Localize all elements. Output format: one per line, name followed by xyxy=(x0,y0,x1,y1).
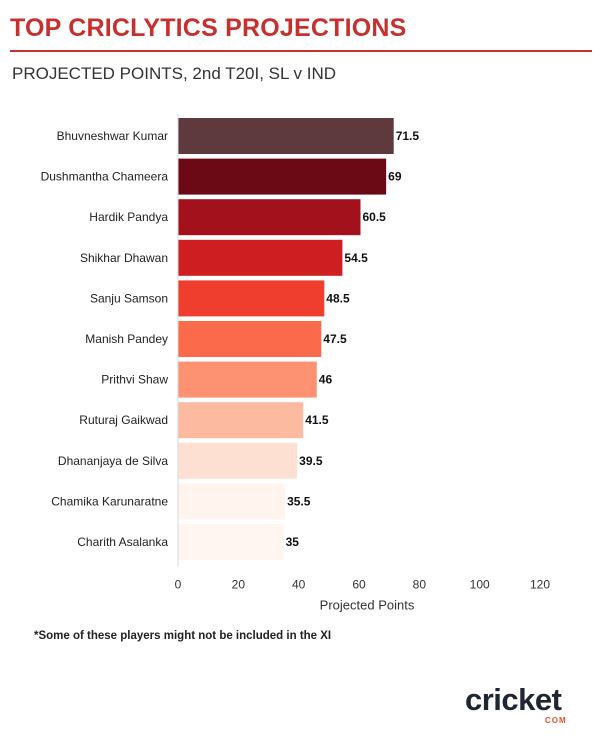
category-label: Bhuvneshwar Kumar xyxy=(57,129,168,143)
category-label: Hardik Pandya xyxy=(89,210,168,224)
data-label: 47.5 xyxy=(323,332,347,346)
category-label: Charith Asalanka xyxy=(77,535,168,549)
bar xyxy=(178,321,322,357)
x-tick-label: 60 xyxy=(352,578,366,592)
bar xyxy=(178,280,325,317)
bar xyxy=(178,524,284,560)
category-label: Dushmantha Chameera xyxy=(41,170,169,184)
data-label: 54.5 xyxy=(344,251,368,265)
data-label: 35 xyxy=(286,535,300,549)
x-tick-label: 120 xyxy=(530,578,550,592)
chart-title: TOP CRICLYTICS PROJECTIONS xyxy=(10,14,407,42)
category-label: Dhananjaya de Silva xyxy=(58,454,168,468)
bar xyxy=(178,483,286,520)
category-label: Prithvi Shaw xyxy=(101,373,168,387)
cricket-com-logo: cricket COM xyxy=(465,682,580,726)
bar xyxy=(178,402,304,439)
bar xyxy=(178,239,343,276)
data-label: 69 xyxy=(388,170,402,184)
x-tick-label: 20 xyxy=(232,578,246,592)
x-tick-label: 0 xyxy=(175,578,182,592)
bar xyxy=(178,442,298,479)
bar xyxy=(178,158,387,195)
data-label: 60.5 xyxy=(363,210,387,224)
data-label: 48.5 xyxy=(326,291,350,305)
category-label: Manish Pandey xyxy=(85,332,168,346)
data-label: 41.5 xyxy=(305,413,329,427)
data-label: 71.5 xyxy=(396,129,420,143)
bar xyxy=(178,199,361,236)
bar xyxy=(178,118,394,154)
data-label: 46 xyxy=(319,373,333,387)
category-label: Ruturaj Gaikwad xyxy=(79,413,168,427)
bar-chart: Bhuvneshwar Kumar 71.5 Dushmantha Chameera… xyxy=(41,114,550,613)
x-axis-label: Projected Points xyxy=(320,598,415,613)
chart-subtitle: PROJECTED POINTS, 2nd T20I, SL v IND xyxy=(12,64,337,83)
data-label: 39.5 xyxy=(299,454,323,468)
x-tick-label: 40 xyxy=(292,578,306,592)
title-divider xyxy=(10,50,592,52)
x-tick-label: 80 xyxy=(413,578,427,592)
category-label: Sanju Samson xyxy=(90,291,168,305)
bar xyxy=(178,361,317,398)
logo-domain-suffix: COM xyxy=(545,716,567,725)
data-label: 35.5 xyxy=(287,494,311,508)
footnote: *Some of these players might not be incl… xyxy=(34,630,332,642)
category-label: Shikhar Dhawan xyxy=(80,251,168,265)
x-tick-label: 100 xyxy=(470,578,490,592)
category-label: Chamika Karunaratne xyxy=(51,494,168,508)
logo-wordmark: cricket xyxy=(465,682,562,717)
